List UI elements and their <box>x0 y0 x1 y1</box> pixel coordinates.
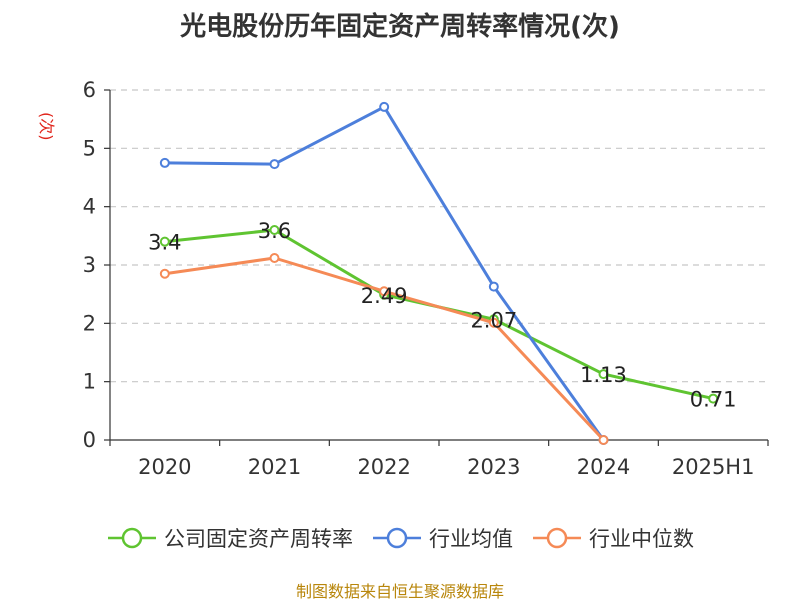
data-point <box>269 225 280 235</box>
x-tick-label: 2025H1 <box>672 455 755 479</box>
x-tick-label: 2021 <box>248 455 301 479</box>
x-tick-label: 2020 <box>138 455 191 479</box>
source-note: 制图数据来自恒生聚源数据库 <box>295 582 504 601</box>
legend-label: 行业中位数 <box>589 527 694 551</box>
y-tick-label: 6 <box>83 78 96 102</box>
legend-label: 行业均值 <box>429 527 513 551</box>
data-point <box>488 281 499 292</box>
data-point <box>159 268 170 279</box>
data-point <box>269 159 280 170</box>
legend: 公司固定资产周转率 行业均值 行业中位数 <box>0 520 800 556</box>
x-tick-label: 2023 <box>467 455 520 479</box>
data-point <box>598 369 609 380</box>
data-label: 3.4 <box>148 231 181 255</box>
legend-label: 公司固定资产周转率 <box>164 527 353 551</box>
y-tick-label: 5 <box>83 136 96 160</box>
data-point <box>598 435 609 445</box>
x-tick-label: 2024 <box>577 455 630 479</box>
data-point <box>159 236 170 247</box>
y-tick-label: 4 <box>83 195 96 219</box>
legend-swatch <box>108 527 156 549</box>
y-axis-unit: (次) <box>37 112 56 141</box>
legend-item: 行业中位数 <box>531 523 694 553</box>
data-point <box>379 286 390 297</box>
series-line-2 <box>164 105 605 441</box>
legend-item: 行业均值 <box>371 523 513 553</box>
chart-title: 光电股份历年固定资产周转率情况(次) <box>180 12 620 42</box>
legend-swatch <box>373 527 421 549</box>
data-point <box>488 317 499 328</box>
x-tick-label: 2022 <box>357 455 410 479</box>
data-label: 2.07 <box>470 308 517 332</box>
data-point <box>159 157 170 168</box>
data-label: 1.13 <box>580 363 627 387</box>
data-point <box>269 253 280 263</box>
y-tick-label: 0 <box>83 428 96 452</box>
data-point <box>379 101 390 112</box>
data-point <box>708 393 719 404</box>
data-label: 0.71 <box>690 388 737 412</box>
legend-item: 公司固定资产周转率 <box>106 523 353 553</box>
data-label: 2.49 <box>361 284 408 308</box>
legend-swatch <box>533 527 581 549</box>
series-line-1 <box>164 228 714 401</box>
y-tick-label: 2 <box>83 311 96 335</box>
y-tick-label: 3 <box>83 253 96 277</box>
y-tick-label: 1 <box>83 370 96 394</box>
data-label: 3.6 <box>258 219 291 243</box>
